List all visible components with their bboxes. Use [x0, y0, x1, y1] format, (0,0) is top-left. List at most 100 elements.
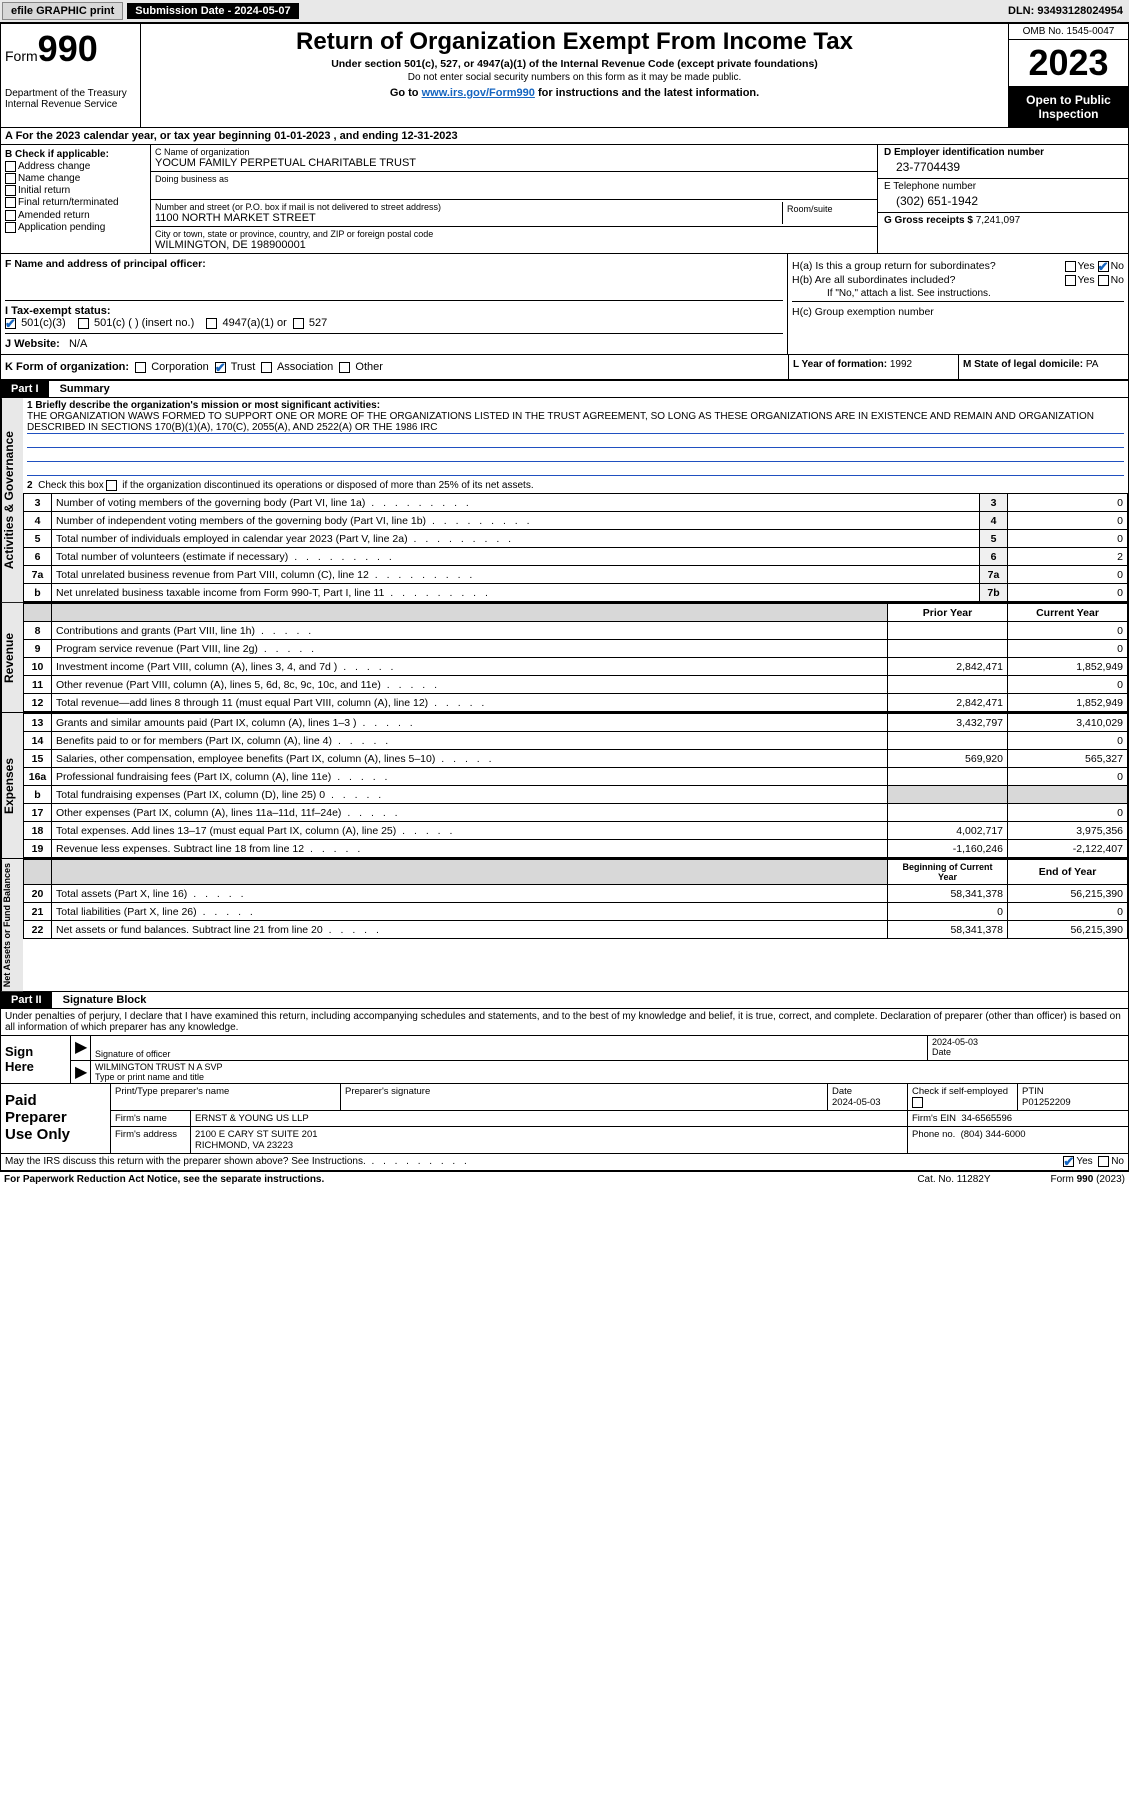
table-row: 4Number of independent voting members of… — [24, 512, 1128, 530]
sig-officer-label: Signature of officer — [95, 1049, 923, 1059]
hb-label: H(b) Are all subordinates included? — [792, 274, 1065, 286]
table-row: 8Contributions and grants (Part VIII, li… — [24, 622, 1128, 640]
phone-label: E Telephone number — [884, 181, 1122, 192]
chk-final-return[interactable] — [5, 197, 16, 208]
paid-date: 2024-05-03 — [832, 1097, 903, 1108]
vtab-revenue: Revenue — [1, 603, 23, 712]
row-klm: K Form of organization: Corporation Trus… — [1, 355, 1128, 380]
part1-title: Summary — [60, 383, 110, 395]
header-form-number: Form990 Department of the Treasury Inter… — [1, 24, 141, 127]
instructions-link[interactable]: www.irs.gov/Form990 — [422, 87, 535, 99]
vtab-governance: Activities & Governance — [1, 398, 23, 602]
section-h: H(a) Is this a group return for subordin… — [788, 254, 1128, 354]
chk-ha-yes[interactable] — [1065, 261, 1076, 272]
open-to-public: Open to Public Inspection — [1009, 87, 1128, 127]
governance-section: Activities & Governance 1 Briefly descri… — [1, 398, 1128, 603]
chk-trust[interactable] — [215, 362, 226, 373]
chk-name-change[interactable] — [5, 173, 16, 184]
chk-527[interactable] — [293, 318, 304, 329]
form-label: Form — [5, 48, 38, 64]
table-row: 9Program service revenue (Part VIII, lin… — [24, 640, 1128, 658]
city: WILMINGTON, DE 198900001 — [155, 239, 873, 251]
chk-4947[interactable] — [206, 318, 217, 329]
chk-may-yes[interactable] — [1063, 1156, 1074, 1167]
state-domicile: PA — [1086, 359, 1099, 370]
vtab-expenses: Expenses — [1, 713, 23, 858]
chk-may-no[interactable] — [1098, 1156, 1109, 1167]
street: 1100 NORTH MARKET STREET — [155, 212, 782, 224]
part2-badge: Part II — [1, 992, 52, 1008]
paperwork-notice: For Paperwork Reduction Act Notice, see … — [4, 1174, 917, 1185]
chk-hb-no[interactable] — [1098, 275, 1109, 286]
form-instruction: Go to www.irs.gov/Form990 for instructio… — [145, 87, 1004, 99]
blank — [24, 604, 52, 622]
ptin-label: PTIN — [1022, 1086, 1124, 1097]
phone-label: Phone no. — [912, 1129, 955, 1140]
section-a-tax-year: A For the 2023 calendar year, or tax yea… — [1, 128, 1128, 145]
chk-address-change[interactable] — [5, 161, 16, 172]
chk-hb-yes[interactable] — [1065, 275, 1076, 286]
hc-label: H(c) Group exemption number — [792, 306, 1124, 318]
section-l-label: L Year of formation: — [793, 359, 887, 370]
table-row: 17Other expenses (Part IX, column (A), l… — [24, 804, 1128, 822]
firm-ein: 34-6565596 — [961, 1113, 1012, 1124]
blank — [52, 604, 888, 622]
table-row: 22Net assets or fund balances. Subtract … — [24, 921, 1128, 939]
ein-value: 23-7704439 — [884, 158, 1122, 176]
gross-receipts-label: G Gross receipts $ — [884, 215, 973, 226]
header-right: OMB No. 1545-0047 2023 Open to Public In… — [1008, 24, 1128, 127]
form-subtitle: Under section 501(c), 527, or 4947(a)(1)… — [145, 58, 1004, 70]
form-header: Form990 Department of the Treasury Inter… — [1, 24, 1128, 128]
dept-treasury: Department of the Treasury — [5, 88, 136, 99]
website-value: N/A — [69, 338, 87, 350]
form-990-footer: 990 — [1077, 1174, 1094, 1185]
governance-table: 3Number of voting members of the governi… — [23, 493, 1128, 602]
form-container: Form990 Department of the Treasury Inter… — [0, 23, 1129, 1171]
revenue-table: Prior Year Current Year 8Contributions a… — [23, 603, 1128, 712]
revenue-section: Revenue Prior Year Current Year 8Contrib… — [1, 603, 1128, 713]
sign-date: 2024-05-03 — [932, 1037, 1124, 1047]
perjury-text: Under penalties of perjury, I declare th… — [1, 1009, 1128, 1035]
chk-amended[interactable] — [5, 210, 16, 221]
chk-corp[interactable] — [135, 362, 146, 373]
part1-badge: Part I — [1, 381, 49, 397]
chk-other[interactable] — [339, 362, 350, 373]
firm-name-label: Firm's name — [111, 1111, 191, 1126]
info-grid: B Check if applicable: Address change Na… — [1, 145, 1128, 254]
chk-501c[interactable] — [78, 318, 89, 329]
firm-name: ERNST & YOUNG US LLP — [191, 1111, 908, 1126]
table-row: 7aTotal unrelated business revenue from … — [24, 566, 1128, 584]
ptin-value: P01252209 — [1022, 1097, 1124, 1108]
hb-note: If "No," attach a list. See instructions… — [792, 288, 1124, 299]
chk-self-employed[interactable] — [912, 1097, 923, 1108]
officer-name: WILMINGTON TRUST N A SVP — [95, 1062, 1124, 1072]
part2-header: Part II Signature Block — [1, 992, 1128, 1009]
expenses-table: 13Grants and similar amounts paid (Part … — [23, 713, 1128, 858]
efile-print-btn[interactable]: efile GRAPHIC print — [2, 2, 123, 20]
may-discuss-text: May the IRS discuss this return with the… — [5, 1156, 1063, 1167]
topbar: efile GRAPHIC print Submission Date - 20… — [0, 0, 1129, 23]
end-year-hdr: End of Year — [1008, 860, 1128, 885]
chk-application-pending[interactable] — [5, 222, 16, 233]
chk-discontinued[interactable] — [106, 480, 117, 491]
firm-addr2: RICHMOND, VA 23223 — [195, 1140, 903, 1151]
header-title-block: Return of Organization Exempt From Incom… — [141, 24, 1008, 127]
chk-501c3[interactable] — [5, 318, 16, 329]
table-row: 11Other revenue (Part VIII, column (A), … — [24, 676, 1128, 694]
type-name-label: Type or print name and title — [95, 1072, 1124, 1082]
arrow-icon: ▶ — [71, 1036, 91, 1060]
firm-addr-label: Firm's address — [111, 1127, 191, 1153]
chk-assoc[interactable] — [261, 362, 272, 373]
line1-label: 1 Briefly describe the organization's mi… — [27, 400, 1124, 411]
chk-ha-no[interactable] — [1098, 261, 1109, 272]
table-row: 19Revenue less expenses. Subtract line 1… — [24, 840, 1128, 858]
row-f-h: F Name and address of principal officer:… — [1, 254, 1128, 355]
sign-block: Sign Here ▶ Signature of officer 2024-05… — [1, 1035, 1128, 1084]
chk-initial-return[interactable] — [5, 185, 16, 196]
netassets-section: Net Assets or Fund Balances Beginning of… — [1, 859, 1128, 992]
paid-date-label: Date — [832, 1086, 903, 1097]
section-f-label: F Name and address of principal officer: — [5, 258, 783, 270]
blueline — [27, 462, 1124, 476]
irs-label: Internal Revenue Service — [5, 99, 136, 110]
part1-header: Part I Summary — [1, 380, 1128, 398]
